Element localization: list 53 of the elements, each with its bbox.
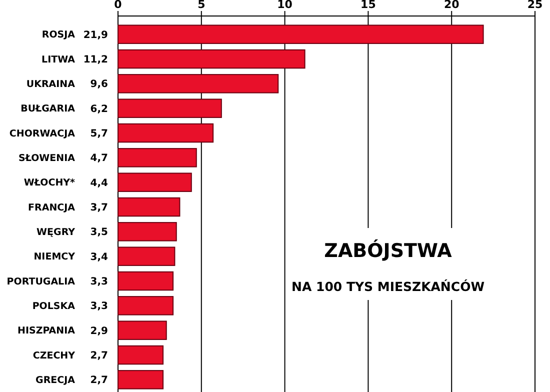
bar bbox=[118, 246, 176, 266]
data-label: 3,7 bbox=[90, 202, 108, 214]
bar bbox=[118, 222, 177, 242]
x-tick-label: 25 bbox=[527, 0, 543, 11]
bar bbox=[118, 123, 214, 143]
data-label: 6,2 bbox=[90, 104, 108, 115]
data-label: 2,9 bbox=[90, 326, 108, 337]
y-tick-label: ROSJA bbox=[42, 30, 76, 41]
text: NA 100 TYS MIESZKAŃCÓW bbox=[292, 279, 485, 294]
data-label: 4,7 bbox=[90, 153, 108, 164]
data-label: 3,5 bbox=[90, 227, 108, 238]
y-tick-label: PORTUGALIA bbox=[6, 276, 76, 288]
bar bbox=[118, 296, 174, 316]
bar bbox=[118, 172, 192, 192]
y-tick-label: HISZPANIA bbox=[18, 326, 76, 337]
y-tick-label: WĘGRY bbox=[36, 226, 76, 238]
data-label: 21,9 bbox=[83, 30, 108, 41]
bar bbox=[118, 197, 180, 217]
text: ZABÓJSTWA bbox=[324, 239, 452, 262]
x-tick-label: 5 bbox=[198, 0, 206, 11]
y-tick-label: GRECJA bbox=[36, 374, 76, 386]
x-tick-label: 15 bbox=[360, 0, 376, 11]
bar bbox=[118, 24, 484, 44]
bar bbox=[118, 271, 174, 291]
y-tick-label: CHORWACJA bbox=[9, 128, 76, 140]
bar bbox=[118, 370, 164, 390]
x-tick-label: 10 bbox=[277, 0, 293, 11]
data-label: 3,3 bbox=[90, 276, 108, 288]
bar bbox=[118, 74, 279, 94]
y-tick-label: WŁOCHY* bbox=[24, 178, 76, 189]
y-tick-label: POLSKA bbox=[32, 300, 76, 312]
y-tick-label: BUŁGARIA bbox=[20, 104, 76, 115]
data-label: 11,2 bbox=[83, 54, 108, 66]
data-label: 3,4 bbox=[90, 252, 108, 263]
x-tick-label: 20 bbox=[444, 0, 460, 11]
y-tick-label: CZECHY bbox=[32, 350, 76, 362]
bar bbox=[118, 49, 306, 69]
x-tick-label: 0 bbox=[114, 0, 122, 11]
bar bbox=[118, 98, 222, 118]
data-label: 2,7 bbox=[90, 350, 108, 362]
data-label: 9,6 bbox=[90, 79, 108, 90]
y-tick-label: NIEMCY bbox=[34, 252, 76, 263]
data-label: 5,7 bbox=[90, 128, 108, 140]
data-label: 4,4 bbox=[90, 178, 108, 189]
bar bbox=[118, 345, 164, 365]
bar bbox=[118, 148, 197, 168]
data-label: 2,7 bbox=[90, 375, 108, 386]
data-label: 3,3 bbox=[90, 301, 108, 312]
y-tick-label: LITWA bbox=[42, 54, 76, 66]
bar bbox=[118, 320, 167, 340]
y-tick-label: SŁOWENIA bbox=[18, 152, 76, 164]
y-tick-label: UKRAINA bbox=[26, 78, 76, 90]
y-tick-label: FRANCJA bbox=[28, 202, 76, 214]
